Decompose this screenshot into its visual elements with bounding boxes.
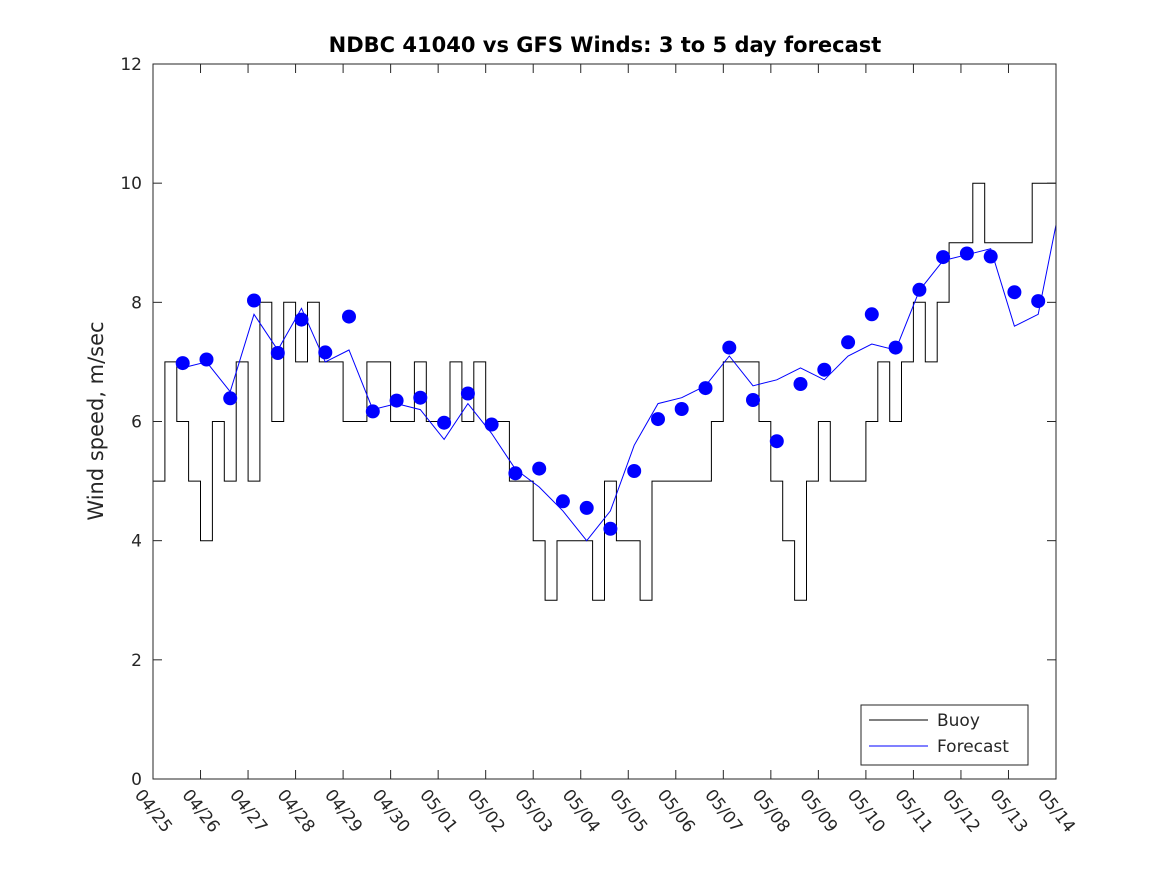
forecast-series [182,224,1057,542]
forecast-marker [532,461,547,476]
chart-title: NDBC 41040 vs GFS Winds: 3 to 5 day fore… [329,33,882,57]
y-axis-label: Wind speed, m/sec [84,321,108,520]
forecast-marker [579,500,594,515]
forecast-marker [318,345,333,360]
forecast-marker [674,402,689,416]
forecast-marker [651,412,665,427]
plot-area [153,64,1056,779]
y-tick-label: 6 [131,413,142,433]
forecast-marker [888,340,903,355]
legend-forecast-label: Forecast [937,737,1009,757]
forecast-marker [555,494,570,509]
forecast-marker [722,340,737,355]
y-tick-label: 2 [131,651,142,671]
forecast-marker [698,381,713,396]
forecast-marker [247,293,261,308]
forecast-marker [936,250,951,265]
forecast-marker [294,312,309,327]
forecast-marker [175,356,190,371]
forecast-marker [1031,294,1046,309]
y-tick-label: 10 [120,174,142,194]
forecast-marker [413,390,428,405]
buoy-line [153,182,1056,601]
forecast-marker [342,309,356,324]
legend-box [860,704,1029,766]
forecast-marker [270,346,285,360]
y-tick-label: 8 [131,293,142,313]
forecast-marker [627,464,642,478]
forecast-marker [769,434,784,449]
forecast-marker [817,362,832,377]
forecast-marker [389,393,404,408]
forecast-marker [912,282,927,297]
legend-buoy-label: Buoy [937,711,980,731]
forecast-marker [983,249,998,264]
forecast-marker [959,246,974,261]
forecast-marker [603,521,618,536]
y-tick-label: 12 [120,55,142,75]
forecast-markers [175,246,1046,536]
forecast-marker [484,417,499,432]
forecast-marker [746,393,760,407]
forecast-line [182,224,1057,542]
y-tick-label: 0 [131,770,142,790]
forecast-marker [437,415,452,430]
forecast-marker [223,391,238,406]
legend: Buoy Forecast [860,704,1029,766]
forecast-marker [793,377,808,391]
y-tick-label: 4 [131,532,142,552]
forecast-marker [864,307,879,322]
buoy-series [153,182,1056,601]
forecast-marker [1007,285,1022,300]
forecast-marker [365,404,380,419]
forecast-marker [460,386,475,401]
forecast-marker [199,352,214,367]
forecast-marker [841,335,856,350]
plot-background [153,64,1056,779]
forecast-marker [508,466,523,481]
